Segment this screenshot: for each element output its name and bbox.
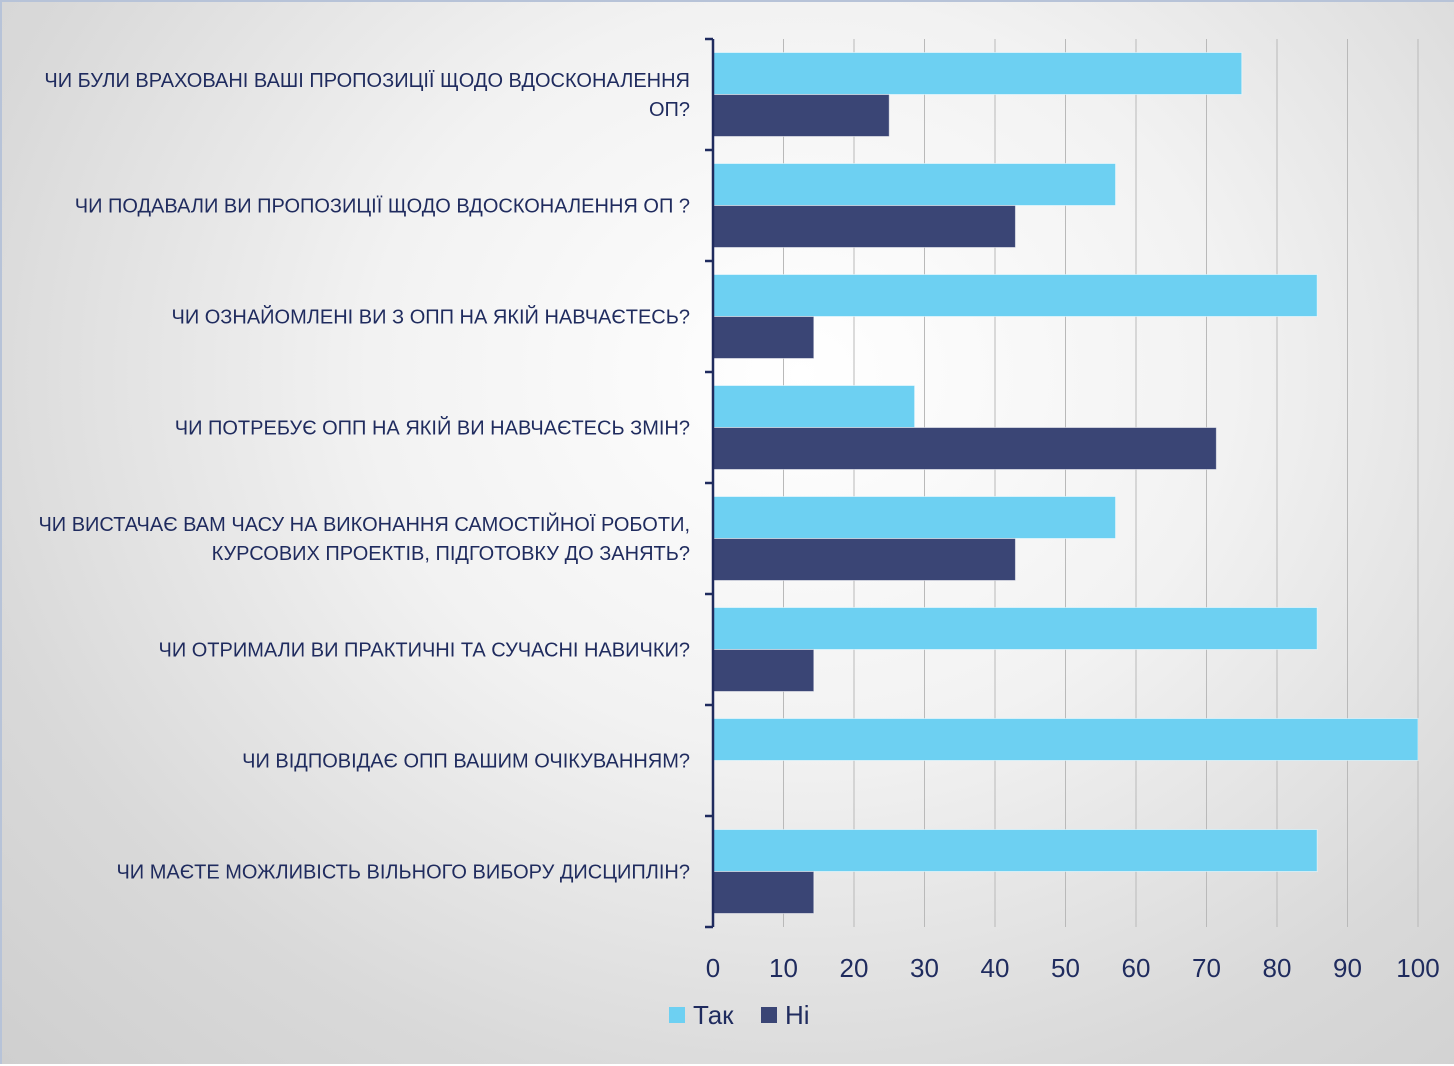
category-label-2: ЧИ ПОДАВАЛИ ВИ ПРОПОЗИЦІЇ ЩОДО ВДОСКОНАЛ…	[75, 196, 690, 218]
bar-ni-8	[712, 871, 815, 914]
bar-ni-5	[712, 538, 1016, 581]
bar-tak-2	[712, 163, 1117, 206]
x-tick-label-100: 100	[1396, 953, 1439, 983]
bar-ni-1	[712, 94, 890, 137]
category-label-1-line-1: ЧИ БУЛИ ВРАХОВАНІ ВАШІ ПРОПОЗИЦІЇ ЩОДО В…	[44, 70, 690, 92]
bar-ni-4	[712, 427, 1217, 470]
x-tick-label-50: 50	[1051, 953, 1080, 983]
bar-tak-4	[712, 385, 916, 428]
category-label-8: ЧИ МАЄТЕ МОЖЛИВІСТЬ ВІЛЬНОГО ВИБОРУ ДИСЦ…	[116, 862, 690, 884]
category-label-3: ЧИ ОЗНАЙОМЛЕНІ ВИ З ОПП НА ЯКІЙ НАВЧАЄТЕ…	[171, 305, 690, 329]
bar-ni-3	[712, 316, 815, 359]
bar-ni-6	[712, 649, 815, 692]
category-label-6: ЧИ ОТРИМАЛИ ВИ ПРАКТИЧНІ ТА СУЧАСНІ НАВИ…	[158, 640, 690, 662]
x-tick-label-20: 20	[840, 953, 869, 983]
x-tick-label-60: 60	[1122, 953, 1151, 983]
bar-tak-1	[712, 52, 1243, 95]
x-tick-label-90: 90	[1333, 953, 1362, 983]
bar-ni-2	[712, 205, 1016, 248]
bar-tak-5	[712, 496, 1117, 539]
legend-swatch-ni	[761, 1007, 777, 1023]
category-label-5-line-1: ЧИ ВИСТАЧАЄ ВАМ ЧАСУ НА ВИКОНАННЯ САМОСТ…	[38, 512, 690, 536]
x-tick-label-0: 0	[706, 953, 720, 983]
legend-label-ni: Ні	[785, 1000, 810, 1030]
category-label-4: ЧИ ПОТРЕБУЄ ОПП НА ЯКІЙ ВИ НАВЧАЄТЕСЬ ЗМ…	[175, 416, 690, 440]
category-label-1-line-2: ОП?	[649, 99, 690, 121]
bar-tak-8	[712, 829, 1318, 872]
x-tick-label-80: 80	[1263, 953, 1292, 983]
bar-tak-6	[712, 607, 1318, 650]
category-label-5-line-2: КУРСОВИХ ПРОЕКТІВ, ПІДГОТОВКУ ДО ЗАНЯТЬ?	[212, 543, 690, 565]
bar-tak-3	[712, 274, 1318, 317]
legend-swatch-tak	[669, 1007, 685, 1023]
category-label-7: ЧИ ВІДПОВІДАЄ ОПП ВАШИМ ОЧІКУВАННЯМ?	[242, 751, 690, 773]
x-tick-label-70: 70	[1192, 953, 1221, 983]
x-tick-label-10: 10	[769, 953, 798, 983]
legend-label-tak: Так	[693, 1000, 734, 1030]
x-tick-label-30: 30	[910, 953, 939, 983]
x-tick-label-40: 40	[981, 953, 1010, 983]
bar-tak-7	[712, 718, 1419, 761]
